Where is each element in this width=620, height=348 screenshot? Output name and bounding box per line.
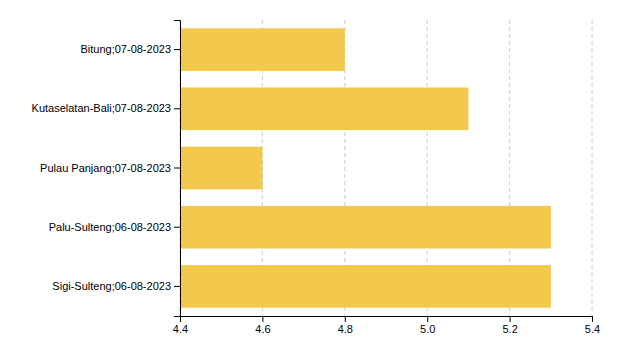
x-tick: 5.0: [420, 316, 435, 335]
x-tick-label: 4.8: [338, 323, 353, 335]
x-tick: 5.2: [502, 316, 517, 335]
tick-mark: [262, 316, 263, 322]
y-tick: Palu-Sulteng;06-08-2023: [49, 221, 180, 233]
bar: [180, 265, 551, 308]
y-tick: Pulau Panjang;07-08-2023: [40, 162, 180, 174]
tick-mark: [174, 227, 180, 228]
bar: [180, 206, 551, 249]
tick-mark: [174, 49, 180, 50]
x-tick: 4.4: [173, 316, 188, 335]
x-tick: 4.8: [338, 316, 353, 335]
y-tick: Sigi-Sulteng;06-08-2023: [52, 280, 180, 292]
tick-mark: [510, 316, 511, 322]
y-tick: Kutaselatan-Bali;07-08-2023: [32, 102, 180, 114]
x-tick-label: 5.0: [420, 323, 435, 335]
y-tick-label: Pulau Panjang;07-08-2023: [40, 162, 171, 174]
chart-container: 4.4 4.6 4.8 5.0 5.2 5.4 Sigi-Sulteng;06-08-202…: [0, 0, 620, 348]
x-tick-label: 4.4: [173, 323, 188, 335]
x-tick: 5.4: [585, 316, 600, 335]
bar: [180, 87, 468, 130]
axis-line: [174, 21, 181, 317]
y-tick: Bitung;07-08-2023: [80, 43, 180, 55]
tick-mark: [174, 168, 180, 169]
axis-line: [181, 317, 593, 323]
y-tick-label: Kutaselatan-Bali;07-08-2023: [32, 102, 171, 114]
bars: [180, 28, 551, 307]
tick-mark: [427, 316, 428, 322]
x-tick-label: 5.4: [585, 323, 600, 335]
y-tick-label: Sigi-Sulteng;06-08-2023: [52, 280, 171, 292]
tick-mark: [345, 316, 346, 322]
y-tick-label: Bitung;07-08-2023: [80, 43, 171, 55]
x-tick-label: 5.2: [502, 323, 517, 335]
bar: [180, 147, 262, 190]
tick-mark: [174, 108, 180, 109]
chart-svg: 4.4 4.6 4.8 5.0 5.2 5.4 Sigi-Sulteng;06-08-202…: [0, 0, 620, 348]
plot-area: 4.4 4.6 4.8 5.0 5.2 5.4 Sigi-Sulteng;06-08-202…: [32, 20, 601, 335]
grid: [180, 20, 592, 316]
tick-mark: [174, 286, 180, 287]
grid-line: [592, 20, 593, 316]
x-tick: 4.6: [255, 316, 270, 335]
tick-mark: [592, 316, 593, 322]
x-axis: 4.4 4.6 4.8 5.0 5.2 5.4: [173, 316, 600, 335]
y-tick-label: Palu-Sulteng;06-08-2023: [49, 221, 171, 233]
bar: [180, 28, 345, 71]
y-axis: Sigi-Sulteng;06-08-2023 Palu-Sulteng;06-0…: [32, 21, 181, 317]
x-tick-label: 4.6: [255, 323, 270, 335]
